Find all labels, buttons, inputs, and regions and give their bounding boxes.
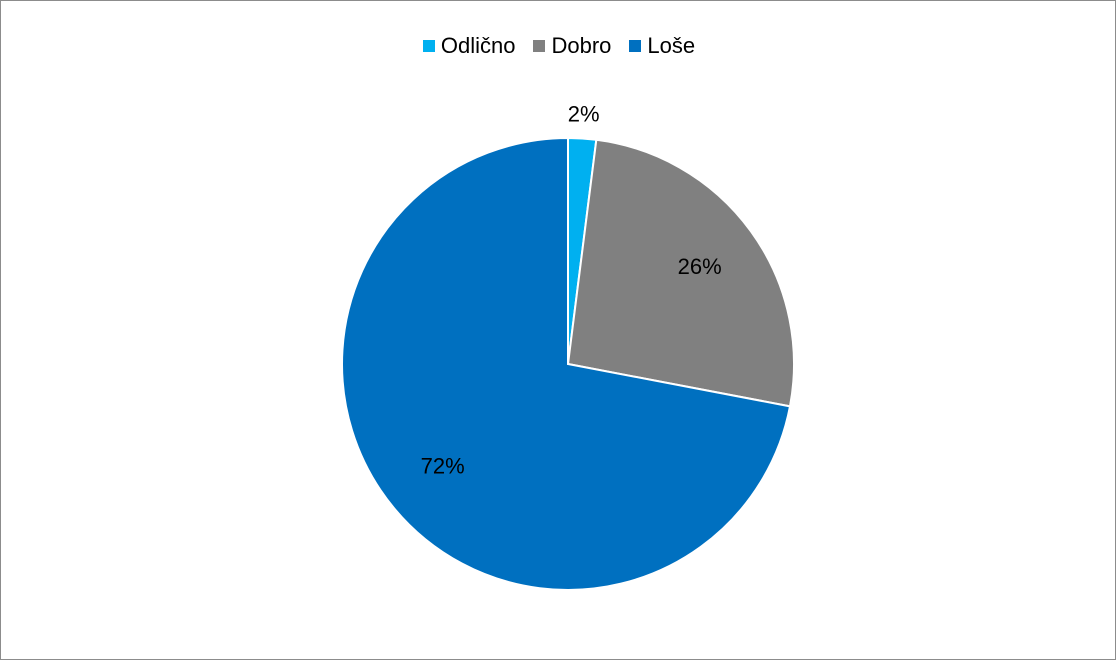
legend-label: Dobro bbox=[551, 33, 612, 58]
data-label: 2% bbox=[568, 102, 600, 127]
legend-label: Odlično bbox=[440, 33, 516, 58]
legend-swatch bbox=[422, 40, 435, 52]
pie-slice bbox=[566, 138, 795, 408]
legend-swatch bbox=[629, 40, 642, 52]
data-label: 72% bbox=[421, 454, 465, 479]
legend-label: Loše bbox=[647, 33, 696, 58]
legend-item: Odlično bbox=[422, 33, 516, 59]
legend-swatch bbox=[533, 40, 546, 52]
pie-slice bbox=[341, 136, 792, 591]
legend-item: Dobro bbox=[533, 33, 611, 59]
legend-item: Loše bbox=[629, 33, 695, 59]
legend: Odlično Dobro Loše bbox=[0, 33, 1118, 59]
data-label: 26% bbox=[678, 254, 722, 279]
